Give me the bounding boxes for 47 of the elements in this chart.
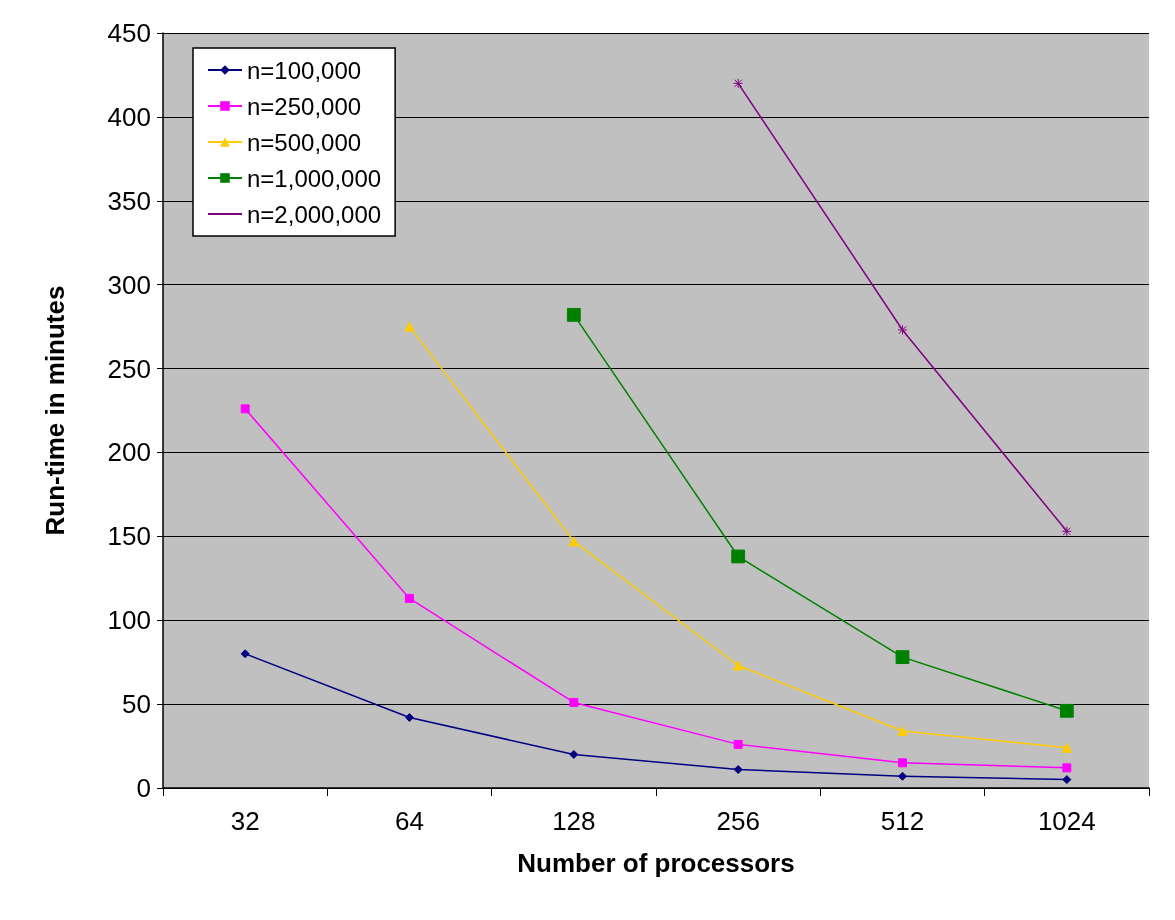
point xyxy=(1059,703,1074,718)
x-tick-label: 256 xyxy=(716,806,760,836)
x-axis-title: Number of processors xyxy=(517,848,795,878)
point xyxy=(733,78,744,89)
point xyxy=(404,321,415,332)
point xyxy=(733,765,743,775)
y-tick-label: 250 xyxy=(107,353,151,384)
point xyxy=(405,713,414,723)
point xyxy=(733,739,743,749)
point xyxy=(240,649,250,659)
x-tick-label: 1024 xyxy=(1037,806,1096,836)
x-tick-label: 128 xyxy=(552,806,596,836)
point xyxy=(733,660,744,671)
point xyxy=(405,593,414,603)
y-tick-label: 450 xyxy=(107,18,151,48)
point xyxy=(898,771,907,781)
point xyxy=(566,307,581,322)
x-tick-label: 512 xyxy=(880,806,925,836)
y-tick-label: 100 xyxy=(107,605,151,636)
point xyxy=(1061,526,1072,537)
y-tick-label: 50 xyxy=(122,689,151,720)
y-tick-label: 350 xyxy=(107,185,151,216)
point xyxy=(568,536,579,547)
legend-label: n=500,000 xyxy=(247,128,362,156)
point xyxy=(895,650,910,665)
point xyxy=(569,697,579,707)
x-tick-label: 64 xyxy=(395,806,424,836)
y-axis-title: Run-time in minutes xyxy=(40,285,70,536)
point xyxy=(1061,742,1072,753)
y-tick-label: 400 xyxy=(107,101,151,132)
point xyxy=(1062,775,1072,785)
x-tick-label: 32 xyxy=(230,806,260,836)
legend-label: n=250,000 xyxy=(247,92,362,120)
point xyxy=(240,404,250,414)
point xyxy=(898,758,907,768)
point xyxy=(897,725,908,736)
point xyxy=(897,324,908,335)
legend-label: n=1,000,000 xyxy=(247,164,382,192)
point xyxy=(1062,763,1072,773)
y-tick-label: 150 xyxy=(107,521,151,552)
point xyxy=(569,749,579,759)
legend-label: n=2,000,000 xyxy=(247,200,382,228)
y-tick-label: 300 xyxy=(107,269,151,300)
y-tick-label: 200 xyxy=(107,437,151,468)
point xyxy=(731,549,746,564)
legend-label: n=100,000 xyxy=(247,56,362,84)
y-tick-label: 0 xyxy=(136,773,151,803)
